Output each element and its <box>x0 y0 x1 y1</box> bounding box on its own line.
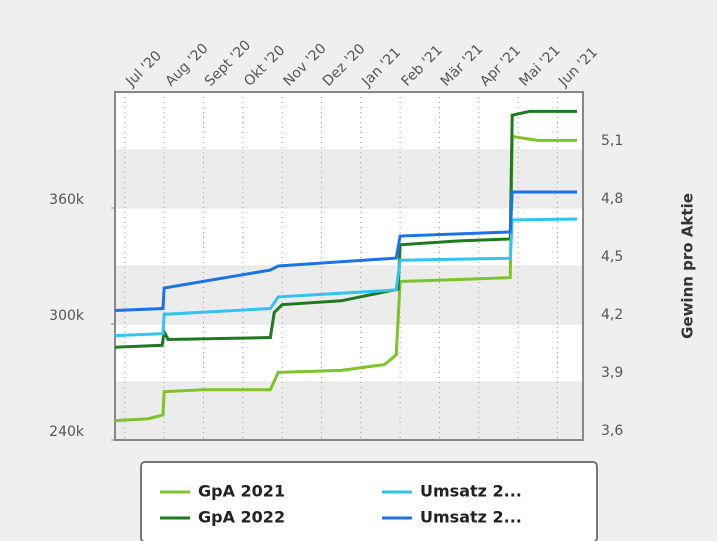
legend <box>140 461 598 541</box>
grid-band <box>115 266 583 324</box>
legend-label: GpA 2021 <box>198 482 285 501</box>
series-line <box>114 190 578 312</box>
x-tick-label: Aug '20 <box>163 41 212 90</box>
legend-label: GpA 2022 <box>198 508 285 527</box>
series-line <box>114 217 578 338</box>
grid-band <box>115 150 583 208</box>
plot-border <box>114 91 584 441</box>
y2-axis-title: Gewinn pro Aktie <box>679 193 697 339</box>
x-tick-label: Mär '21 <box>438 41 486 89</box>
x-tick-label: Mai '21 <box>516 43 563 90</box>
y-tick-label: 300k <box>49 308 85 324</box>
y2-tick-label: 4,8 <box>601 191 623 207</box>
legend-label: Umsatz 2... <box>420 482 522 501</box>
y2-tick-label: 4,5 <box>601 249 623 265</box>
x-tick-label: Dez '20 <box>320 41 369 90</box>
x-tick-label: Apr '21 <box>477 43 524 90</box>
x-tick-label: Feb '21 <box>398 42 445 89</box>
y-tick-label: 240k <box>49 424 85 440</box>
series-line <box>114 109 578 349</box>
y2-tick-label: 5,1 <box>601 133 623 149</box>
x-tick-label: Jun '21 <box>555 44 601 90</box>
y-tick-label: 360k <box>49 192 85 208</box>
y2-tick-label: 3,6 <box>601 423 623 439</box>
y2-tick-label: 3,9 <box>601 365 623 381</box>
y2-tick-label: 4,2 <box>601 307 623 323</box>
x-tick-label: Nov '20 <box>280 41 329 90</box>
x-tick-label: Jul '20 <box>122 48 164 90</box>
legend-label: Umsatz 2... <box>420 508 522 527</box>
